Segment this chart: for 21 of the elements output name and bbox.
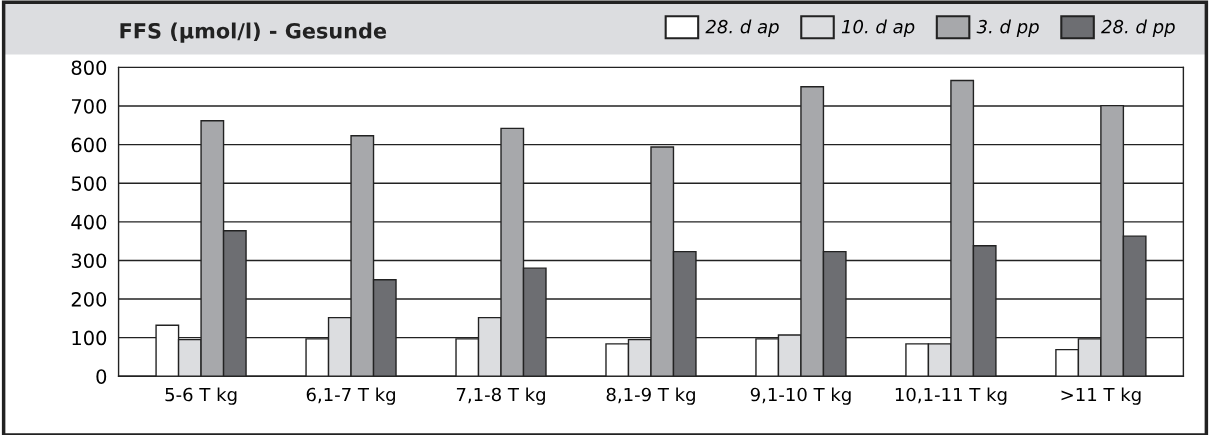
x-tick-label: 5-6 T kg (165, 387, 237, 405)
y-tick-label: 100 (72, 330, 107, 346)
y-tick-label: 200 (71, 292, 107, 307)
legend-label: 10. d ap (841, 19, 915, 37)
y-tick-label: 0 (96, 369, 107, 384)
y-tick-label: 300 (71, 253, 107, 269)
y-tick-label: 500 (71, 176, 107, 191)
x-tick-label: 7,1-8 T kg (456, 387, 545, 405)
legend-label: 3. d pp (976, 19, 1039, 37)
x-tick-label: 8,1-9 T kg (606, 387, 695, 405)
x-tick-label: 6,1-7 T kg (306, 387, 395, 405)
x-tick-label: >11 T kg (1061, 387, 1141, 405)
legend-label: 28. d pp (1101, 19, 1175, 37)
y-tick-label: 700 (71, 98, 107, 114)
chart-title: FFS (µmol/l) - Gesunde (120, 22, 387, 43)
y-tick-label: 800 (71, 60, 107, 76)
x-tick-label: 9,1-10 T kg (750, 387, 851, 405)
legend-label: 28. d ap (705, 19, 779, 37)
x-tick-label: 10,1-11 T kg (895, 387, 1007, 405)
y-tick-label: 600 (71, 137, 107, 153)
y-tick-label: 400 (71, 214, 107, 230)
